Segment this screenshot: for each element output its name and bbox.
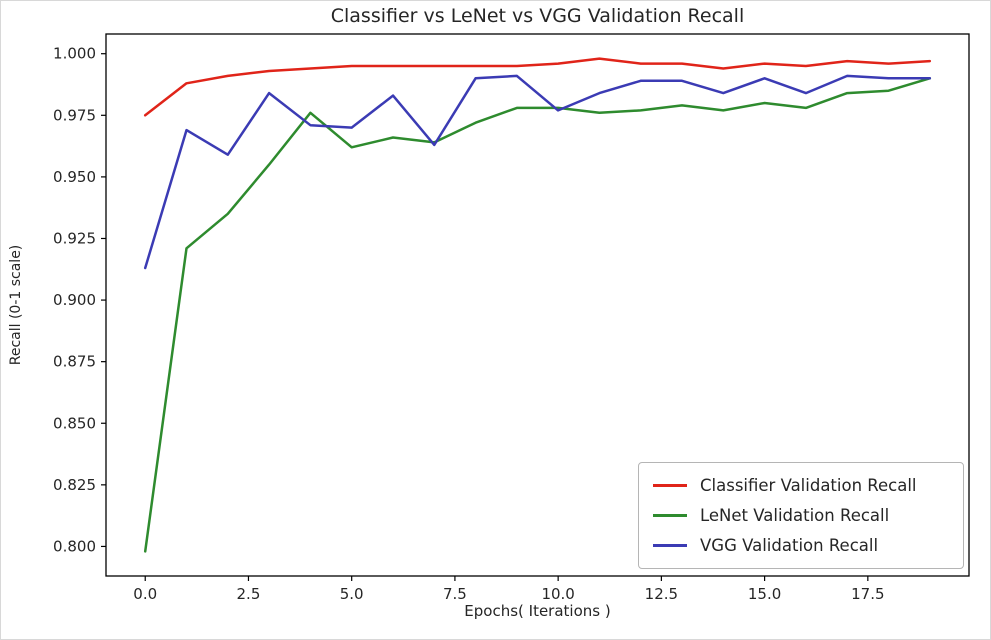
plot-border: [105, 33, 970, 577]
y-tick-label: 0.825: [53, 476, 96, 494]
legend-label-vgg: VGG Validation Recall: [700, 536, 879, 555]
y-tick-label: 0.950: [53, 168, 96, 186]
legend-item-lenet: LeNet Validation Recall: [639, 506, 963, 525]
y-tick-label: 0.975: [53, 106, 96, 124]
series-line-vgg-validation-recall: [143, 74, 932, 270]
legend-item-vgg: VGG Validation Recall: [639, 536, 963, 555]
y-tick-label: 0.875: [53, 353, 96, 371]
x-tick-label: 0.0: [133, 585, 157, 603]
legend-item-classifier: Classifier Validation Recall: [639, 476, 963, 495]
legend-label-classifier: Classifier Validation Recall: [700, 476, 917, 495]
x-tick-label: 2.5: [237, 585, 261, 603]
y-tick-label: 0.800: [53, 537, 96, 555]
x-tick-label: 5.0: [340, 585, 364, 603]
y-tick-label: 0.900: [53, 291, 96, 309]
legend: Classifier Validation Recall LeNet Valid…: [638, 462, 964, 569]
x-tick-label: 17.5: [851, 585, 884, 603]
series-line-classifier-validation-recall: [143, 57, 932, 117]
x-axis-label: Epochs( Iterations ): [464, 602, 611, 620]
legend-swatch-lenet: [653, 514, 687, 517]
x-tick-label: 7.5: [443, 585, 467, 603]
x-tick-label: 12.5: [645, 585, 678, 603]
y-tick-label: 1.000: [53, 45, 96, 63]
legend-swatch-vgg: [653, 544, 687, 547]
x-tick-label: 10.0: [541, 585, 574, 603]
chart-title: Classifier vs LeNet vs VGG Validation Re…: [330, 5, 745, 27]
series-line-lenet-validation-recall: [143, 77, 932, 553]
y-tick-label: 0.850: [53, 414, 96, 432]
y-tick-label: 0.925: [53, 229, 96, 247]
x-tick-label: 15.0: [748, 585, 781, 603]
y-axis-label: Recall (0-1 scale): [8, 244, 24, 366]
legend-label-lenet: LeNet Validation Recall: [700, 506, 890, 525]
legend-swatch-classifier: [653, 484, 687, 487]
